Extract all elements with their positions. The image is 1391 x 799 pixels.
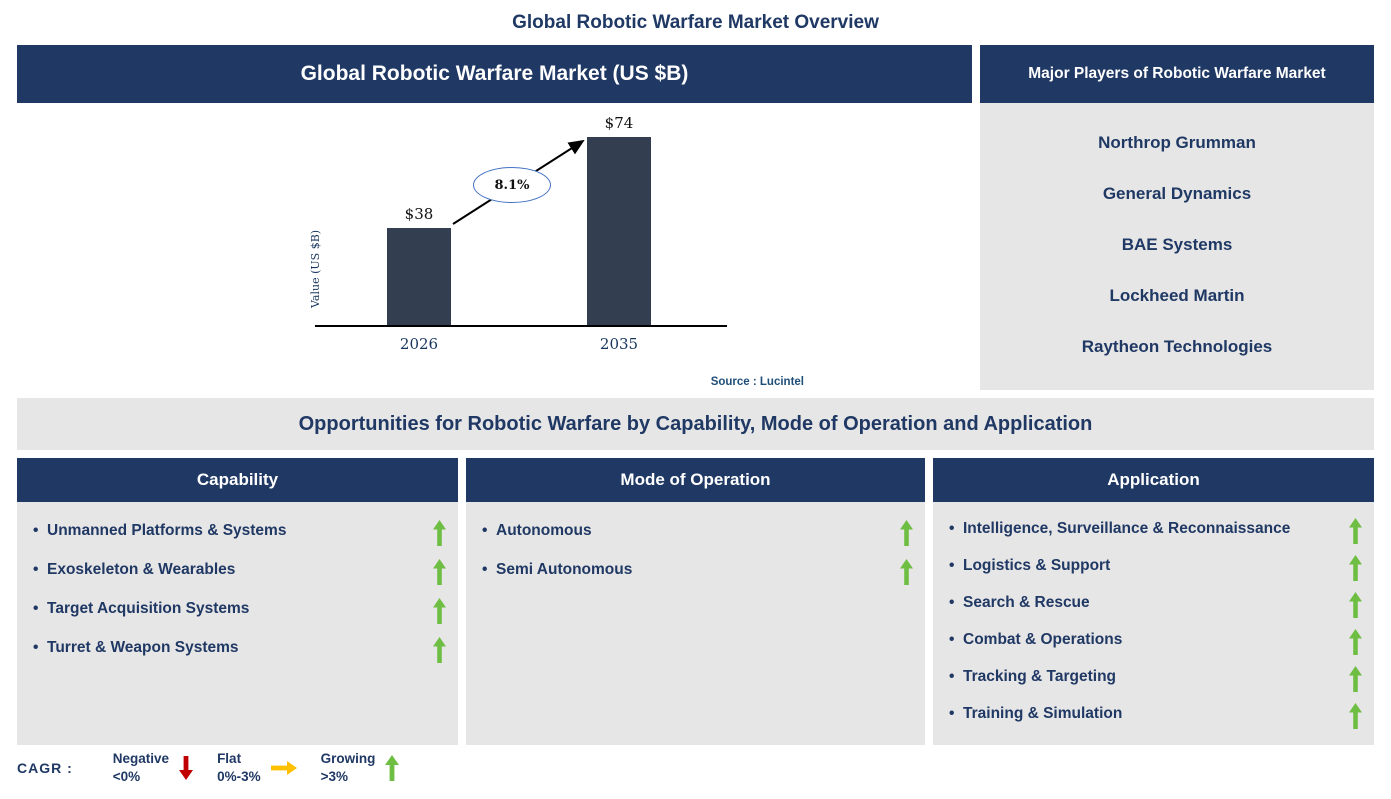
capability-header: Capability	[17, 458, 458, 502]
bar	[587, 137, 651, 325]
list-item-label: Semi Autonomous	[482, 559, 892, 581]
cagr-annotation-value: 8.1%	[494, 177, 530, 193]
application-list: Intelligence, Surveillance & Reconnaissa…	[933, 502, 1374, 750]
negative-arrow-icon	[179, 755, 194, 780]
legend-item-range: >3%	[320, 768, 348, 784]
bar-value-label: $74	[604, 114, 634, 132]
chart-panel-header: Global Robotic Warfare Market (US $B)	[17, 45, 972, 103]
list-item: Northrop Grumman	[1098, 132, 1256, 152]
legend-item-text: Growing >3%	[321, 750, 376, 785]
application-header: Application	[933, 458, 1374, 502]
application-column: Application Intelligence, Surveillance &…	[933, 458, 1374, 745]
list-item-label: Tracking & Targeting	[949, 666, 1341, 688]
list-item: Raytheon Technologies	[1081, 336, 1273, 356]
legend-item-range: 0%-3%	[217, 768, 261, 784]
list-item: Semi Autonomous	[482, 559, 913, 590]
legend-item-growing: Growing >3%	[321, 750, 400, 785]
mode-of-operation-header: Mode of Operation	[466, 458, 925, 502]
growing-arrow-icon	[433, 637, 446, 668]
list-item: Lockheed Martin	[1109, 285, 1245, 305]
growing-arrow-icon	[433, 559, 446, 590]
opportunities-banner: Opportunities for Robotic Warfare by Cap…	[17, 398, 1374, 450]
cagr-legend: CAGR : Negative <0% Flat 0%-3% Growing >…	[17, 750, 423, 785]
bar-group: $74	[587, 114, 651, 325]
legend-title: CAGR :	[17, 759, 73, 776]
list-item-label: Intelligence, Surveillance & Reconnaissa…	[949, 518, 1341, 540]
growing-arrow-icon	[385, 754, 400, 781]
growing-arrow-icon	[1349, 666, 1362, 697]
list-item: Target Acquisition Systems	[33, 598, 446, 629]
major-players-panel: Major Players of Robotic Warfare Market …	[980, 45, 1374, 390]
capability-column: Capability Unmanned Platforms & Systems …	[17, 458, 458, 745]
growing-arrow-icon	[1349, 555, 1362, 586]
list-item: Training & Simulation	[949, 703, 1362, 734]
growing-arrow-icon	[1349, 629, 1362, 660]
list-item: Turret & Weapon Systems	[33, 637, 446, 668]
x-tick-label: 2035	[599, 335, 639, 353]
growing-arrow-icon	[1349, 703, 1362, 734]
source-credit: Source : Lucintel	[710, 376, 804, 388]
legend-item-range: <0%	[112, 768, 141, 784]
bar-value-label: $38	[404, 205, 434, 223]
x-tick-label: 2026	[399, 335, 439, 353]
list-item: Tracking & Targeting	[949, 666, 1362, 697]
major-players-header: Major Players of Robotic Warfare Market	[980, 45, 1374, 103]
growing-arrow-icon	[1349, 592, 1362, 623]
legend-item-text: Negative <0%	[113, 750, 169, 785]
bar-group: $38	[387, 205, 451, 325]
list-item: Intelligence, Surveillance & Reconnaissa…	[949, 518, 1362, 549]
legend-item-name: Growing	[320, 751, 376, 766]
mode-of-operation-list: Autonomous Semi Autonomous	[466, 502, 925, 608]
list-item-label: Combat & Operations	[949, 629, 1341, 651]
bar-plot: $38 $74 8.1%	[315, 114, 727, 327]
list-item-label: Training & Simulation	[949, 703, 1341, 725]
list-item: Unmanned Platforms & Systems	[33, 520, 446, 551]
growing-arrow-icon	[433, 598, 446, 629]
capability-list: Unmanned Platforms & Systems Exoskeleton…	[17, 502, 458, 686]
list-item: Exoskeleton & Wearables	[33, 559, 446, 590]
list-item: General Dynamics	[1102, 183, 1252, 203]
market-chart-panel: Global Robotic Warfare Market (US $B) Va…	[17, 45, 972, 390]
growing-arrow-icon	[433, 520, 446, 551]
list-item-label: Target Acquisition Systems	[33, 598, 425, 620]
list-item: Autonomous	[482, 520, 913, 551]
list-item-label: Search & Rescue	[949, 592, 1341, 614]
list-item: BAE Systems	[1121, 234, 1233, 254]
major-players-list: Northrop Grumman General Dynamics BAE Sy…	[980, 103, 1374, 390]
list-item-label: Exoskeleton & Wearables	[33, 559, 425, 581]
growing-arrow-icon	[900, 520, 913, 551]
bar-chart: Value (US $B) $38 $74 8.1%	[17, 103, 972, 390]
legend-item-negative: Negative <0%	[113, 750, 194, 785]
list-item: Combat & Operations	[949, 629, 1362, 660]
legend-item-name: Flat	[217, 751, 242, 766]
growing-arrow-icon	[900, 559, 913, 590]
trend-arrow-icon	[452, 139, 585, 225]
list-item-label: Logistics & Support	[949, 555, 1341, 577]
list-item: Search & Rescue	[949, 592, 1362, 623]
list-item: Logistics & Support	[949, 555, 1362, 586]
list-item-label: Autonomous	[482, 520, 892, 542]
page-title: Global Robotic Warfare Market Overview	[512, 12, 879, 33]
list-item-label: Turret & Weapon Systems	[33, 637, 425, 659]
legend-item-name: Negative	[112, 751, 170, 766]
flat-arrow-icon	[270, 760, 297, 775]
legend-item-text: Flat 0%-3%	[217, 750, 261, 785]
growing-arrow-icon	[1349, 518, 1362, 549]
bar	[387, 228, 451, 325]
list-item-label: Unmanned Platforms & Systems	[33, 520, 425, 542]
cagr-annotation: 8.1%	[473, 167, 551, 203]
mode-of-operation-column: Mode of Operation Autonomous Semi Autono…	[466, 458, 925, 745]
legend-item-flat: Flat 0%-3%	[217, 750, 297, 785]
